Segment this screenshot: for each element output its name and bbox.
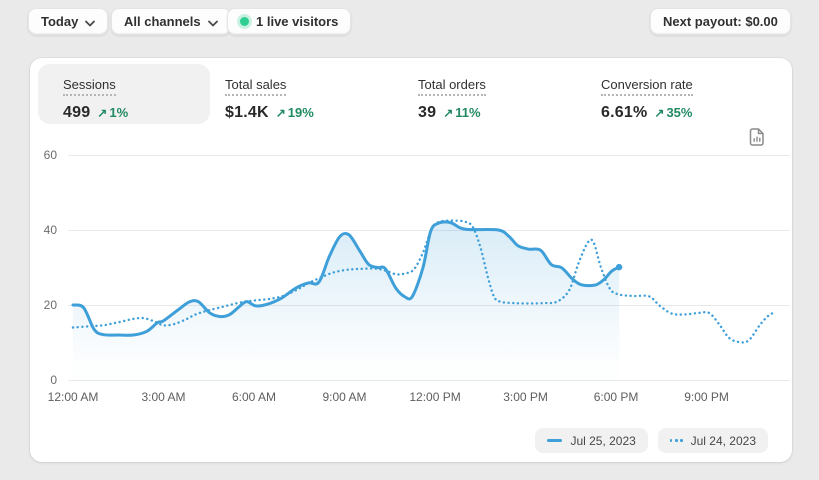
trend-up-icon: ↗: [275, 106, 286, 120]
tab-sessions[interactable]: Sessions 499 ↗ 1%: [63, 76, 128, 122]
live-visitors-label: 1 live visitors: [256, 14, 339, 29]
legend-label: Jul 24, 2023: [690, 433, 756, 448]
sessions-line-chart[interactable]: [68, 154, 790, 382]
y-tick-label: 0: [50, 373, 57, 387]
metric-label: Total orders: [418, 77, 486, 96]
series-end-marker: [615, 263, 623, 271]
x-tick-label: 9:00 PM: [684, 390, 729, 404]
legend-item-jul-25[interactable]: Jul 25, 2023: [535, 428, 648, 453]
metric-value: 6.61%: [601, 104, 648, 121]
tab-total-sales[interactable]: Total sales $1.4K ↗ 19%: [225, 76, 314, 122]
x-tick-label: 9:00 AM: [322, 390, 367, 404]
next-payout-label: Next payout: $0.00: [663, 14, 778, 29]
metric-value: 39: [418, 104, 437, 121]
channel-dropdown[interactable]: All channels: [111, 8, 231, 35]
x-tick-label: 6:00 AM: [232, 390, 277, 404]
series-line-solid: [71, 220, 621, 337]
x-axis-labels: 12:00 AM 3:00 AM 6:00 AM 9:00 AM 12:00 PM 3:0…: [48, 390, 790, 406]
y-axis-labels: 0 20 40 60: [30, 148, 57, 387]
live-visitors-button[interactable]: 1 live visitors: [227, 8, 352, 35]
metric-delta: ↗ 19%: [275, 105, 314, 120]
chevron-down-icon: [85, 15, 96, 30]
tab-total-orders[interactable]: Total orders 39 ↗ 11%: [418, 76, 486, 122]
y-tick-label: 20: [43, 298, 57, 312]
legend-item-jul-24[interactable]: Jul 24, 2023: [657, 428, 768, 453]
metric-label: Conversion rate: [601, 77, 693, 96]
chevron-down-icon: [207, 15, 218, 30]
x-tick-label: 6:00 PM: [593, 390, 639, 404]
x-tick-label: 3:00 PM: [503, 390, 548, 404]
live-dot-icon: [240, 17, 249, 26]
overview-chart-card: Sessions 499 ↗ 1% Total sales $1.4K ↗ 19% …: [30, 58, 792, 462]
date-range-dropdown[interactable]: Today: [28, 8, 109, 35]
metric-value: $1.4K: [225, 104, 269, 121]
x-tick-label: 3:00 AM: [141, 390, 186, 404]
metric-label: Total sales: [225, 77, 287, 96]
tab-conversion-rate[interactable]: Conversion rate 6.61% ↗ 35%: [601, 76, 693, 122]
trend-up-icon: ↗: [654, 106, 665, 120]
series-line-dotted: [71, 219, 775, 344]
legend-label: Jul 25, 2023: [570, 433, 636, 448]
y-tick-label: 60: [43, 148, 57, 162]
trend-up-icon: ↗: [443, 106, 454, 120]
x-tick-label: 12:00 AM: [47, 390, 99, 404]
solid-line-icon: [547, 439, 563, 442]
metric-delta: ↗ 1%: [97, 105, 129, 120]
export-report-icon[interactable]: [746, 126, 768, 148]
date-range-label: Today: [41, 14, 79, 29]
x-tick-label: 12:00 PM: [409, 390, 461, 404]
dotted-line-icon: [669, 439, 683, 442]
chart-legend: Jul 25, 2023 Jul 24, 2023: [535, 428, 768, 453]
trend-up-icon: ↗: [97, 106, 108, 120]
metric-label: Sessions: [63, 77, 116, 96]
series-area-fill: [73, 221, 620, 380]
channel-label: All channels: [124, 14, 201, 29]
y-tick-label: 40: [43, 223, 57, 237]
metric-delta: ↗ 35%: [654, 105, 693, 120]
metric-delta: ↗ 11%: [443, 105, 481, 120]
metric-value: 499: [63, 104, 91, 121]
next-payout-button[interactable]: Next payout: $0.00: [650, 8, 791, 35]
